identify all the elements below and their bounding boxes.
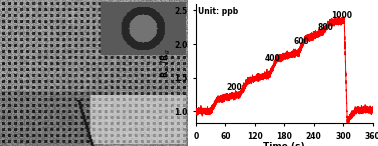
Text: Unit: ppb: Unit: ppb [198,7,238,16]
Text: 800: 800 [318,23,333,32]
Text: 1000: 1000 [331,11,352,20]
Y-axis label: R$_{air}$/R$_g$: R$_{air}$/R$_g$ [160,49,173,78]
Text: 200: 200 [226,83,242,92]
Text: 400: 400 [265,54,280,63]
Text: 600: 600 [293,37,309,46]
X-axis label: Time (s): Time (s) [263,142,305,146]
